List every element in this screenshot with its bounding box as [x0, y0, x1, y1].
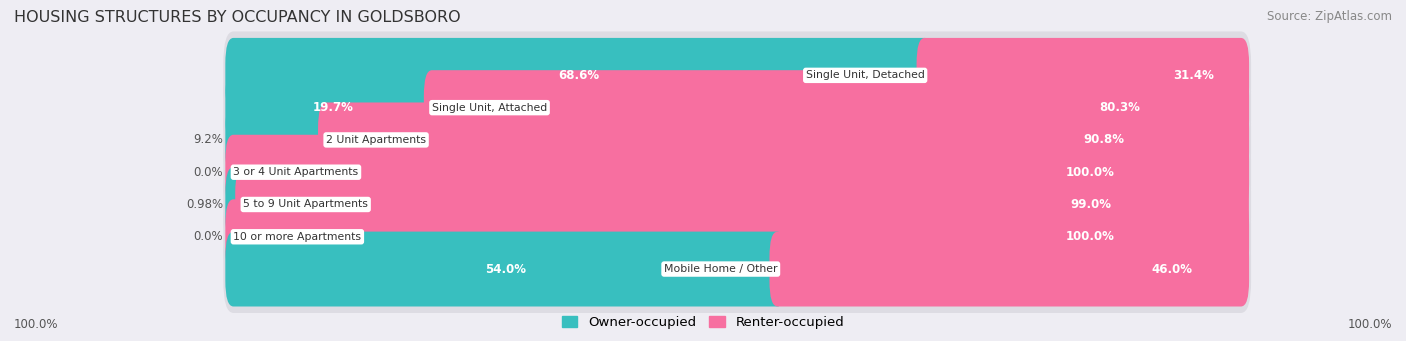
Text: 19.7%: 19.7% [312, 101, 353, 114]
FancyBboxPatch shape [224, 225, 1251, 313]
FancyBboxPatch shape [224, 128, 1251, 216]
Text: 100.0%: 100.0% [14, 318, 59, 331]
Text: 2 Unit Apartments: 2 Unit Apartments [326, 135, 426, 145]
Text: Single Unit, Detached: Single Unit, Detached [806, 70, 925, 80]
FancyBboxPatch shape [225, 38, 932, 113]
FancyBboxPatch shape [225, 70, 440, 145]
FancyBboxPatch shape [318, 103, 1249, 177]
Text: Mobile Home / Other: Mobile Home / Other [664, 264, 778, 274]
Text: 31.4%: 31.4% [1173, 69, 1213, 82]
Legend: Owner-occupied, Renter-occupied: Owner-occupied, Renter-occupied [557, 311, 849, 335]
Text: 10 or more Apartments: 10 or more Apartments [233, 232, 361, 242]
FancyBboxPatch shape [225, 232, 786, 307]
Text: 68.6%: 68.6% [558, 69, 599, 82]
FancyBboxPatch shape [235, 167, 1249, 242]
FancyBboxPatch shape [224, 193, 1251, 281]
FancyBboxPatch shape [225, 135, 1249, 210]
Text: Single Unit, Attached: Single Unit, Attached [432, 103, 547, 113]
Text: 0.98%: 0.98% [186, 198, 224, 211]
Text: Source: ZipAtlas.com: Source: ZipAtlas.com [1267, 10, 1392, 23]
FancyBboxPatch shape [225, 199, 1249, 274]
Text: HOUSING STRUCTURES BY OCCUPANCY IN GOLDSBORO: HOUSING STRUCTURES BY OCCUPANCY IN GOLDS… [14, 10, 461, 25]
Text: 54.0%: 54.0% [485, 263, 526, 276]
FancyBboxPatch shape [769, 232, 1249, 307]
Text: 9.2%: 9.2% [194, 133, 224, 146]
Text: 46.0%: 46.0% [1152, 263, 1192, 276]
FancyBboxPatch shape [224, 31, 1251, 119]
Text: 0.0%: 0.0% [194, 166, 224, 179]
FancyBboxPatch shape [917, 38, 1249, 113]
FancyBboxPatch shape [224, 64, 1251, 151]
Text: 5 to 9 Unit Apartments: 5 to 9 Unit Apartments [243, 199, 368, 209]
Text: 80.3%: 80.3% [1099, 101, 1140, 114]
FancyBboxPatch shape [423, 70, 1249, 145]
Text: 90.8%: 90.8% [1083, 133, 1125, 146]
Text: 100.0%: 100.0% [1066, 230, 1115, 243]
Text: 3 or 4 Unit Apartments: 3 or 4 Unit Apartments [233, 167, 359, 177]
FancyBboxPatch shape [224, 161, 1251, 248]
Text: 0.0%: 0.0% [194, 230, 224, 243]
FancyBboxPatch shape [225, 103, 335, 177]
Text: 99.0%: 99.0% [1071, 198, 1112, 211]
FancyBboxPatch shape [225, 167, 252, 242]
FancyBboxPatch shape [224, 96, 1251, 184]
Text: 100.0%: 100.0% [1347, 318, 1392, 331]
Text: 100.0%: 100.0% [1066, 166, 1115, 179]
